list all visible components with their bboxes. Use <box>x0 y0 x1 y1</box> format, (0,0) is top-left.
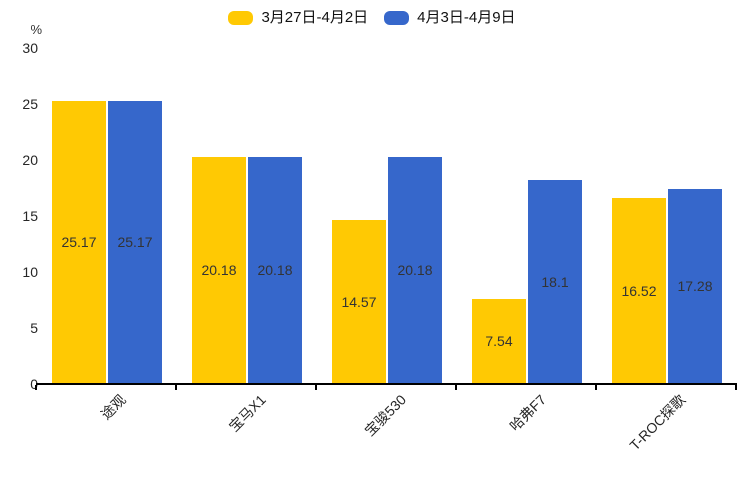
bar: 25.17 <box>108 101 162 383</box>
x-tick-mark <box>315 385 317 390</box>
legend: 3月27日-4月2日 4月3日-4月9日 <box>0 9 744 27</box>
bar: 25.17 <box>52 101 106 383</box>
bar: 17.28 <box>668 189 722 383</box>
legend-swatch-blue-icon <box>384 11 410 25</box>
legend-item-week1: 3月27日-4月2日 <box>228 9 368 27</box>
legend-label-week2: 4月3日-4月9日 <box>417 9 516 26</box>
y-tick-label: 15 <box>22 208 38 224</box>
y-axis-unit-label: % <box>30 22 42 37</box>
x-tick-mark <box>35 385 37 390</box>
bar-value-label: 16.52 <box>621 282 657 299</box>
category-label: 宝骏530 <box>361 391 409 440</box>
bar-value-label: 17.28 <box>677 278 713 294</box>
bar-value-label: 18.1 <box>541 273 569 290</box>
bar-value-label: 20.18 <box>397 262 433 278</box>
bar-value-label: 7.54 <box>485 333 513 349</box>
y-tick-label: 30 <box>22 40 38 56</box>
legend-swatch-yellow-icon <box>228 11 254 25</box>
category-label: 宝马X1 <box>225 391 269 435</box>
y-tick-label: 0 <box>30 376 38 392</box>
category-label: T-ROC探歌 <box>626 391 689 454</box>
x-axis-line <box>36 383 737 385</box>
bar-value-label: 20.18 <box>257 262 293 278</box>
y-tick-label: 5 <box>30 320 38 336</box>
x-tick-mark <box>735 385 737 390</box>
bar: 16.52 <box>612 198 666 383</box>
bar: 20.18 <box>248 157 302 383</box>
bar-value-label: 25.17 <box>117 234 153 250</box>
bar: 18.1 <box>528 180 582 383</box>
legend-item-week2: 4月3日-4月9日 <box>384 9 516 27</box>
bar: 7.54 <box>472 299 526 383</box>
bar: 20.18 <box>192 157 246 383</box>
bar-value-label: 14.57 <box>341 293 377 310</box>
x-tick-mark <box>175 385 177 390</box>
bar-value-label: 20.18 <box>201 262 237 278</box>
y-tick-label: 25 <box>22 96 38 112</box>
legend-label-week1: 3月27日-4月2日 <box>261 9 369 26</box>
x-tick-mark <box>595 385 597 390</box>
y-tick-label: 10 <box>22 264 38 280</box>
bar-value-label: 25.17 <box>61 234 97 250</box>
x-tick-mark <box>455 385 457 390</box>
bar: 20.18 <box>388 157 442 383</box>
category-label: 哈弗F7 <box>506 391 549 435</box>
bar: 14.57 <box>332 220 386 383</box>
y-tick-label: 20 <box>22 152 38 168</box>
category-label: 途观 <box>97 391 129 423</box>
